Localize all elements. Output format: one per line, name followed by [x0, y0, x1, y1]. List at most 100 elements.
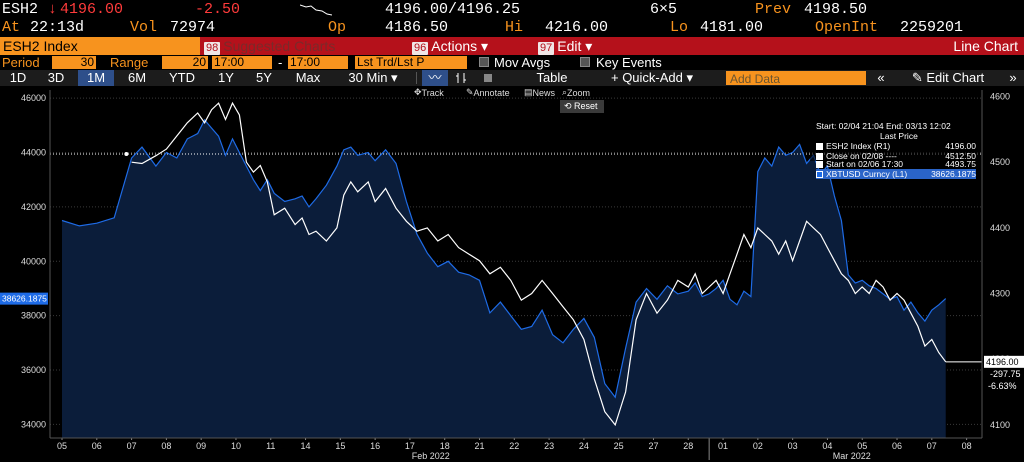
- x-tick-label: 08: [962, 441, 972, 451]
- time-to-input[interactable]: 17:00: [288, 56, 348, 69]
- price-chart[interactable]: 34000 36000 38000 40000 42000 44000 46000 4100 4…: [0, 86, 1024, 462]
- x-tick-label: 17: [405, 441, 415, 451]
- low-label: Lo: [670, 19, 689, 36]
- legend-item-start[interactable]: Start on 02/06 17:30 4493.75: [816, 159, 976, 169]
- settings-icon[interactable]: [480, 70, 496, 86]
- x-tick-label: 24: [579, 441, 589, 451]
- news-tool[interactable]: ▤ News: [524, 87, 556, 98]
- x-tick-label: 27: [648, 441, 658, 451]
- month-label: Mar 2022: [833, 451, 871, 461]
- reset-button[interactable]: ⟲ Reset: [560, 100, 604, 113]
- line-chart-icon[interactable]: 〰: [422, 70, 448, 86]
- actions-menu[interactable]: 96 Actions ▾: [412, 38, 489, 55]
- table-button[interactable]: Table: [536, 70, 568, 85]
- x-tick-label: 18: [440, 441, 450, 451]
- prev-label: Prev: [755, 1, 792, 18]
- right-last-price-label: 4196.00: [986, 357, 1019, 367]
- sparkline-icon: [299, 2, 333, 21]
- open-interest-label: OpenInt: [815, 19, 879, 36]
- high-label: Hi: [505, 19, 524, 36]
- open-label: Op: [328, 19, 347, 36]
- x-tick-label: 05: [857, 441, 867, 451]
- key-events-checkbox[interactable]: [580, 57, 590, 67]
- chart-type-title: Line Chart: [953, 38, 1018, 54]
- left-tick-label: 34000: [21, 419, 46, 429]
- left-tick-label: 38000: [21, 311, 46, 321]
- range-3d-button[interactable]: 3D: [47, 70, 65, 85]
- time-from-input[interactable]: 17:00: [212, 56, 272, 69]
- left-tick-label: 46000: [21, 93, 46, 103]
- right-tick-label: 4100: [990, 420, 1010, 430]
- x-tick-label: 16: [370, 441, 380, 451]
- toolbar: 1D 3D 1M 6M YTD 1Y 5Y Max 30 Min ▾ 〰 Tab…: [0, 70, 1024, 86]
- quote-row-1: ESH2 ↓ 4196.00 -2.50 4196.00/4196.25 6×5…: [0, 0, 1024, 19]
- add-data-input[interactable]: Add Data: [726, 71, 866, 86]
- candle-chart-icon[interactable]: [452, 70, 470, 86]
- left-last-price-label: 38626.1875: [2, 294, 47, 304]
- settings-row: Period 30 Range 20 17:00 - 17:00 Lst Trd…: [0, 55, 1024, 70]
- range-max-button[interactable]: Max: [295, 70, 321, 85]
- legend-swatch: [816, 161, 823, 168]
- x-tick-label: 25: [614, 441, 624, 451]
- mov-avgs-checkbox[interactable]: [479, 57, 489, 67]
- range-1y-button[interactable]: 1Y: [218, 70, 234, 85]
- xbt-area: [62, 119, 946, 439]
- x-tick-label: 11: [266, 441, 275, 451]
- x-tick-label: 07: [127, 441, 137, 451]
- chart-legend-lower: Start on 02/06 17:30 4493.75 XBTUSD Curn…: [810, 159, 978, 183]
- x-tick-label: 21: [475, 441, 485, 451]
- range-ytd-button[interactable]: YTD: [169, 70, 195, 85]
- left-tick-label: 44000: [21, 148, 46, 158]
- interval-dropdown[interactable]: 30 Min ▾: [348, 70, 398, 85]
- high-price: 4216.00: [545, 19, 609, 36]
- legend-item-xbt[interactable]: XBTUSD Curncy (L1) 38626.1875: [816, 169, 976, 179]
- x-tick-label: 05: [57, 441, 67, 451]
- right-tick-label: 4600: [990, 92, 1010, 102]
- legend-item-close[interactable]: Close on 02/08 ---- 4512.50: [816, 151, 976, 161]
- ticker-symbol[interactable]: ESH2: [2, 1, 39, 18]
- chart-legend: Start: 02/04 21:04 End: 03/13 12:02 Last…: [810, 119, 978, 161]
- quote-row-2: At 22:13d Vol 72974 Op 4186.50 Hi 4216.0…: [0, 18, 1024, 37]
- last-price: 4196.00: [60, 1, 124, 18]
- track-tool[interactable]: ✥ Track: [414, 87, 444, 98]
- range-1d-button[interactable]: 1D: [9, 70, 27, 85]
- range-6m-button[interactable]: 6M: [127, 70, 147, 85]
- volume: 72974: [170, 19, 216, 36]
- x-tick-label: 03: [788, 441, 798, 451]
- edit-menu[interactable]: 97 Edit ▾: [538, 38, 593, 55]
- x-tick-label: 07: [927, 441, 937, 451]
- field-select[interactable]: Lst Trd/Lst P: [355, 56, 467, 69]
- x-tick-label: 10: [231, 441, 241, 451]
- period-label: Period: [2, 55, 40, 70]
- range-1m-button[interactable]: 1M: [78, 70, 114, 86]
- legend-date-range: Start: 02/04 21:04 End: 03/13 12:02: [816, 121, 951, 131]
- edit-chart-button[interactable]: ✎ Edit Chart: [911, 70, 985, 85]
- security-field[interactable]: ESH2 Index: [0, 37, 200, 55]
- period-input[interactable]: 30: [52, 56, 96, 69]
- x-tick-label: 04: [822, 441, 832, 451]
- expand-icon[interactable]: »: [1009, 70, 1017, 85]
- x-tick-label: 06: [92, 441, 102, 451]
- range-5y-button[interactable]: 5Y: [256, 70, 272, 85]
- bid-ask-size: 6×5: [650, 1, 678, 18]
- down-arrow-icon: ↓: [48, 1, 58, 18]
- legend-item-es[interactable]: ESH2 Index (R1) 4196.00: [816, 141, 976, 151]
- x-tick-label: 14: [301, 441, 311, 451]
- x-tick-label: 23: [544, 441, 554, 451]
- annotate-tool[interactable]: ✎ Annotate: [466, 87, 510, 98]
- range-label: Range: [110, 55, 149, 70]
- suggested-charts-menu[interactable]: 98 Suggested Charts: [204, 38, 336, 55]
- range-input[interactable]: 20: [162, 56, 208, 69]
- left-last-price-box: [0, 292, 48, 305]
- time-dash: -: [278, 55, 283, 70]
- quick-add-button[interactable]: + Quick-Add ▾: [610, 70, 694, 85]
- collapse-icon[interactable]: «: [877, 70, 885, 85]
- chart-axes: 34000 36000 38000 40000 42000 44000 46000 4100 4…: [0, 90, 1024, 461]
- x-tick-label: 01: [718, 441, 728, 451]
- left-tick-label: 42000: [21, 202, 46, 212]
- zoom-tool[interactable]: ⌕ Zoom: [562, 87, 591, 98]
- left-tick-label: 36000: [21, 365, 46, 375]
- x-tick-label: 22: [509, 441, 519, 451]
- legend-swatch: [816, 153, 823, 160]
- low-price: 4181.00: [700, 19, 764, 36]
